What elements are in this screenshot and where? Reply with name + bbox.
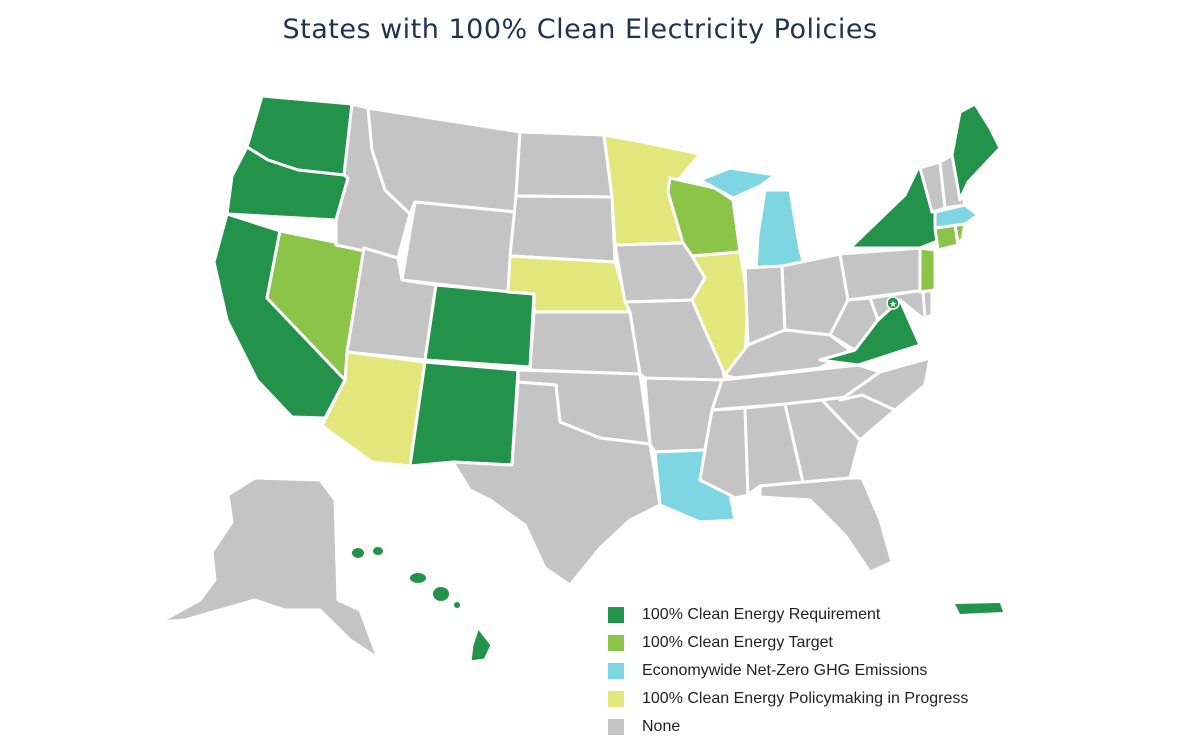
state-north-dakota[interactable] xyxy=(514,130,614,199)
state-alaska[interactable] xyxy=(158,476,380,660)
legend-swatch-target xyxy=(608,635,624,651)
legend-item-target: 100% Clean Energy Target xyxy=(608,629,1048,657)
state-hawaii-molokai[interactable] xyxy=(410,573,426,583)
state-wyoming[interactable] xyxy=(400,200,517,294)
state-hawaii-big-island[interactable] xyxy=(468,625,494,664)
legend-item-none: None xyxy=(608,713,1048,741)
dc-star-icon: ★ xyxy=(889,300,897,310)
state-colorado[interactable] xyxy=(423,283,536,369)
legend-label-target: 100% Clean Energy Target xyxy=(642,634,833,651)
state-michigan-lower[interactable] xyxy=(754,188,807,272)
legend: 100% Clean Energy Requirement 100% Clean… xyxy=(608,601,1048,741)
map-title: States with 100% Clean Electricity Polic… xyxy=(282,14,878,45)
legend-swatch-inprogress xyxy=(608,691,624,707)
legend-label-netzero: Economywide Net-Zero GHG Emissions xyxy=(642,662,928,679)
legend-item-inprogress: 100% Clean Energy Policymaking in Progre… xyxy=(608,685,1048,713)
state-michigan-upper[interactable] xyxy=(698,166,777,200)
legend-swatch-none xyxy=(608,719,624,735)
state-texas[interactable] xyxy=(451,380,662,587)
legend-swatch-requirement xyxy=(608,607,624,623)
legend-label-inprogress: 100% Clean Energy Policymaking in Progre… xyxy=(642,690,969,707)
state-puerto-rico[interactable] xyxy=(955,603,1003,614)
state-new-jersey[interactable] xyxy=(918,246,937,294)
legend-item-netzero: Economywide Net-Zero GHG Emissions xyxy=(608,657,1048,685)
state-hawaii-kauai[interactable] xyxy=(352,548,364,558)
legend-label-none: None xyxy=(642,718,681,735)
state-maryland[interactable] xyxy=(868,288,927,322)
legend-item-requirement: 100% Clean Energy Requirement xyxy=(608,601,1048,629)
state-north-carolina[interactable] xyxy=(838,356,932,412)
state-rhode-island[interactable] xyxy=(953,222,967,244)
state-hawaii-oahu[interactable] xyxy=(373,547,383,555)
state-delaware[interactable] xyxy=(921,288,934,320)
legend-label-requirement: 100% Clean Energy Requirement xyxy=(642,606,881,623)
legend-swatch-netzero xyxy=(608,663,624,679)
state-south-dakota[interactable] xyxy=(508,194,617,264)
state-new-mexico[interactable] xyxy=(408,360,520,468)
state-kansas[interactable] xyxy=(528,310,642,376)
state-hawaii-maui[interactable] xyxy=(433,587,449,601)
state-hawaii-lanai[interactable] xyxy=(454,602,460,608)
state-maine[interactable] xyxy=(950,102,1002,202)
state-florida[interactable] xyxy=(758,476,894,574)
dc-marker[interactable] xyxy=(886,296,900,310)
